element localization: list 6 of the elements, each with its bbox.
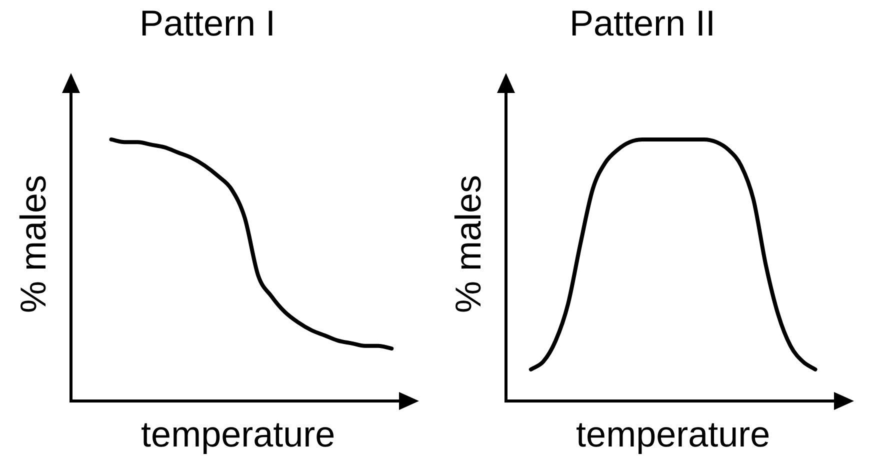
- x-axis-title: temperature: [576, 413, 770, 454]
- x-axis-title: temperature: [141, 413, 336, 454]
- y-axis-title: % males: [12, 174, 54, 314]
- chart-title: Pattern II: [569, 2, 716, 44]
- chart-title: Pattern I: [139, 2, 276, 44]
- y-axis-title: % males: [448, 174, 489, 314]
